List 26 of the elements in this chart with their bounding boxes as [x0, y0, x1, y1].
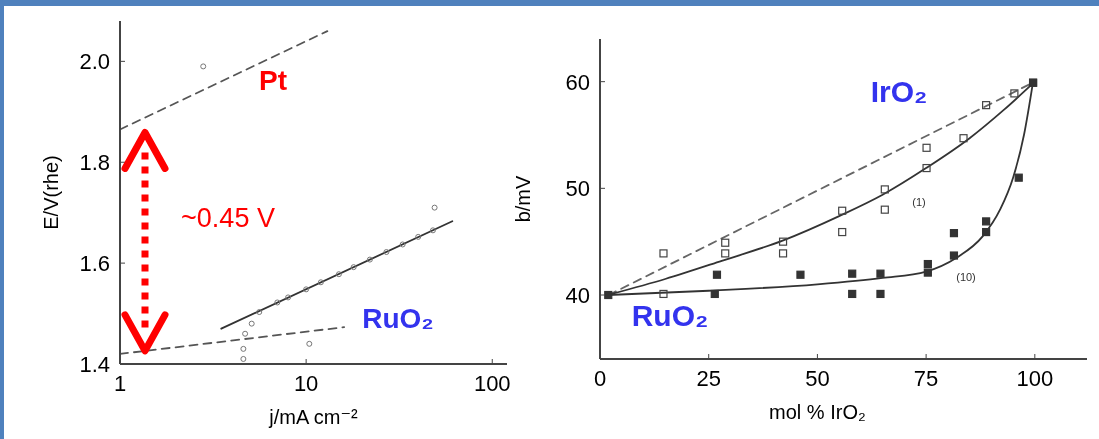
- y-tick-label: 50: [565, 176, 590, 202]
- x-tick-label: 10: [293, 371, 319, 396]
- x-tick-label: 50: [805, 366, 830, 391]
- x-tick-label: 1: [113, 371, 127, 396]
- y-tick-label: 1.6: [79, 251, 110, 277]
- x-tick-label: 100: [1016, 366, 1054, 391]
- x-tick-label: 25: [696, 366, 721, 391]
- annotation: (10): [956, 270, 976, 283]
- y-tick-label: 1.8: [79, 150, 110, 176]
- annotation: (1): [912, 195, 926, 208]
- x-tick-label: 100: [473, 371, 511, 396]
- x-tick-label: 0: [593, 366, 607, 391]
- y-axis-title: E/V(rhe): [40, 155, 62, 230]
- annotation: RuO₂: [362, 303, 434, 335]
- y-tick-label: 60: [565, 69, 590, 95]
- annotation: RuO₂: [631, 298, 709, 332]
- y-tick-label: 1.4: [79, 352, 110, 377]
- annotation: Pt: [259, 65, 287, 97]
- y-axis-title: b/mV: [512, 175, 534, 223]
- x-axis-title: mol % IrO₂: [769, 401, 866, 423]
- annotation: ~0.45 V: [181, 203, 275, 234]
- x-axis-title: j/mA cm⁻²: [268, 406, 358, 428]
- y-tick-label: 2.0: [79, 49, 110, 75]
- annotation: IrO₂: [870, 74, 928, 108]
- y-tick-label: 40: [565, 283, 590, 308]
- x-tick-label: 75: [913, 366, 939, 391]
